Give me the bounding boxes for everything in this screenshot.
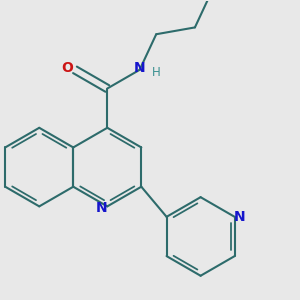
Text: O: O: [61, 61, 74, 75]
Text: N: N: [95, 201, 107, 215]
Text: H: H: [152, 66, 160, 79]
Text: N: N: [234, 210, 246, 224]
Text: N: N: [134, 61, 146, 75]
